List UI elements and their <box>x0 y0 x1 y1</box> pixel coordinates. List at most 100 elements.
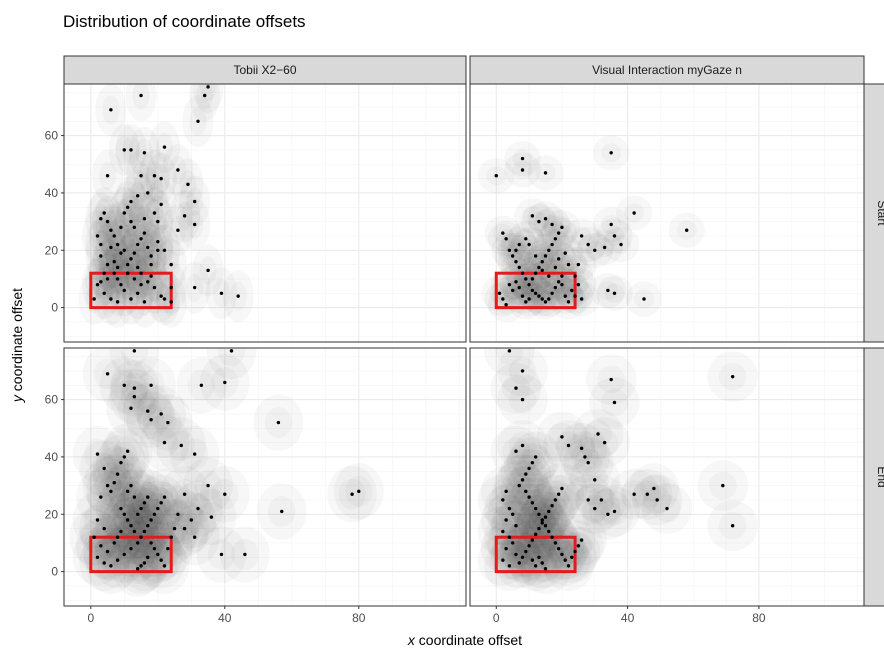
data-point <box>105 372 110 376</box>
y-tick-label: 20 <box>45 243 59 257</box>
data-point <box>586 498 590 502</box>
data-point <box>169 300 173 304</box>
data-point <box>510 254 515 258</box>
data-point <box>510 288 515 293</box>
data-point <box>524 489 528 494</box>
data-point <box>95 282 100 287</box>
data-point <box>560 274 564 278</box>
panel-background <box>470 84 864 342</box>
data-point <box>223 380 227 385</box>
data-point <box>632 211 636 215</box>
data-point <box>530 277 535 281</box>
data-point <box>99 254 103 258</box>
data-point <box>139 564 143 568</box>
data-point <box>243 552 247 557</box>
data-point <box>122 148 127 152</box>
data-point <box>159 294 163 298</box>
data-point <box>129 297 133 301</box>
data-point <box>504 546 508 551</box>
data-point <box>209 515 214 519</box>
data-point <box>102 211 106 215</box>
data-point <box>579 234 584 238</box>
data-point <box>665 506 669 511</box>
x-tick-label: 40 <box>621 611 635 625</box>
panel-background <box>470 348 864 606</box>
data-point <box>563 558 567 562</box>
data-point <box>507 535 512 539</box>
data-point <box>642 297 646 301</box>
data-point <box>609 151 613 155</box>
data-point <box>109 489 113 494</box>
data-point <box>92 297 96 301</box>
data-point <box>543 171 548 175</box>
data-point <box>122 512 127 516</box>
scatter-points <box>494 151 689 307</box>
grid-lines <box>64 348 466 606</box>
data-point <box>206 85 210 89</box>
data-point <box>524 237 528 241</box>
data-point <box>115 242 120 247</box>
data-point <box>501 231 505 235</box>
data-point <box>136 541 140 545</box>
data-point <box>602 440 607 445</box>
data-point <box>543 515 548 519</box>
data-point <box>142 151 147 155</box>
data-point <box>99 544 103 548</box>
column-strip <box>469 55 865 85</box>
data-point <box>129 546 133 551</box>
data-point <box>593 248 597 252</box>
data-point <box>105 483 110 488</box>
data-point <box>146 409 150 413</box>
data-point <box>514 260 518 264</box>
data-point <box>192 199 197 204</box>
data-point <box>186 182 190 187</box>
data-point <box>152 211 157 215</box>
data-point <box>152 546 157 551</box>
data-point <box>537 512 541 516</box>
data-point <box>182 214 187 218</box>
data-point <box>146 191 150 195</box>
data-point <box>125 205 130 209</box>
y-tick-label: 0 <box>51 565 58 579</box>
data-point <box>149 254 153 258</box>
data-point <box>162 248 167 252</box>
data-point <box>105 174 110 178</box>
data-point <box>514 280 518 284</box>
data-point <box>556 231 561 235</box>
data-point <box>149 274 153 278</box>
data-point <box>156 239 160 244</box>
data-point <box>119 529 123 534</box>
data-point <box>122 552 127 557</box>
data-point <box>524 277 528 281</box>
data-point <box>146 495 150 499</box>
data-point <box>129 524 133 528</box>
data-point <box>139 506 143 511</box>
data-point <box>179 443 183 448</box>
data-point <box>95 518 100 522</box>
row-strip-label: End <box>875 466 884 487</box>
data-point <box>236 294 240 298</box>
data-point <box>514 552 518 557</box>
scatter-points <box>92 349 361 571</box>
data-point <box>721 483 725 488</box>
data-point <box>517 285 521 290</box>
data-point <box>593 506 597 511</box>
data-point <box>579 538 584 542</box>
data-point <box>159 176 163 181</box>
data-point <box>560 552 564 557</box>
data-point <box>99 242 103 247</box>
data-point <box>156 506 160 511</box>
data-point <box>510 512 515 516</box>
data-point <box>527 282 531 287</box>
data-point <box>583 455 587 459</box>
data-point <box>543 254 548 258</box>
data-point <box>109 245 113 250</box>
data-point <box>119 251 123 255</box>
data-point <box>112 260 116 264</box>
data-point <box>176 512 180 516</box>
data-point <box>102 526 106 531</box>
data-point <box>149 262 153 267</box>
data-point <box>533 291 538 295</box>
data-point <box>229 349 234 353</box>
data-point <box>501 558 505 562</box>
